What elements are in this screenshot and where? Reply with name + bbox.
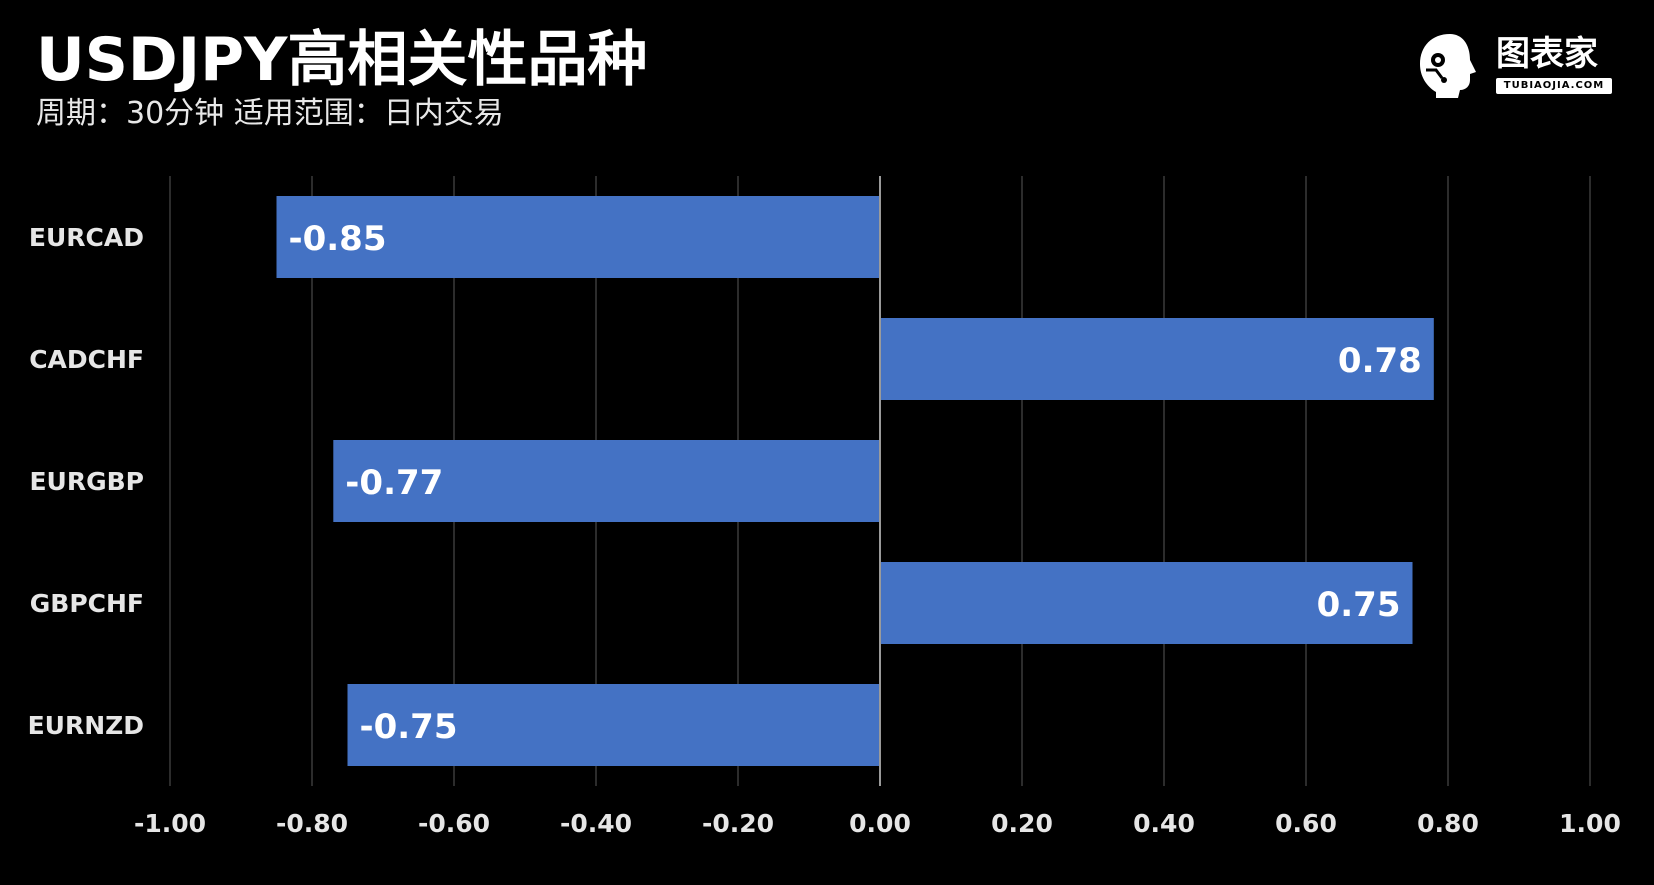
x-tick-label: 0.40 <box>1133 809 1195 838</box>
category-label: CADCHF <box>29 345 144 374</box>
bar-value-label: -0.75 <box>360 707 458 747</box>
robot-head-icon <box>1420 34 1476 98</box>
category-label: EURCAD <box>29 223 144 252</box>
bar <box>276 196 880 278</box>
bar <box>333 440 880 522</box>
x-tick-label: 0.80 <box>1417 809 1479 838</box>
logo-subtext: TUBIAOJIA.COM <box>1496 78 1612 94</box>
brand-logo: 图表家 TUBIAOJIA.COM <box>1414 30 1614 100</box>
bar-value-label: 0.78 <box>1338 341 1422 381</box>
x-tick-label: 0.60 <box>1275 809 1337 838</box>
bar-value-label: -0.85 <box>289 219 387 259</box>
bar <box>880 318 1434 400</box>
x-tick-label: -1.00 <box>134 809 206 838</box>
x-tick-label: -0.60 <box>418 809 490 838</box>
x-tick-label: -0.40 <box>560 809 632 838</box>
x-tick-label: -0.20 <box>702 809 774 838</box>
bar <box>880 562 1413 644</box>
logo-text: 图表家 <box>1496 34 1598 74</box>
bar-value-label: -0.77 <box>345 463 443 503</box>
chart-title: USDJPY高相关性品种 <box>36 25 648 95</box>
category-label: EURGBP <box>29 467 144 496</box>
x-tick-label: 0.00 <box>849 809 911 838</box>
x-tick-label: -0.80 <box>276 809 348 838</box>
category-label: GBPCHF <box>30 589 144 618</box>
x-tick-label: 0.20 <box>991 809 1053 838</box>
x-tick-label: 1.00 <box>1559 809 1621 838</box>
bar-value-label: 0.75 <box>1317 585 1401 625</box>
bar <box>347 684 880 766</box>
category-label: EURNZD <box>28 711 144 740</box>
chart-subtitle: 周期：30分钟 适用范围：日内交易 <box>36 96 504 131</box>
